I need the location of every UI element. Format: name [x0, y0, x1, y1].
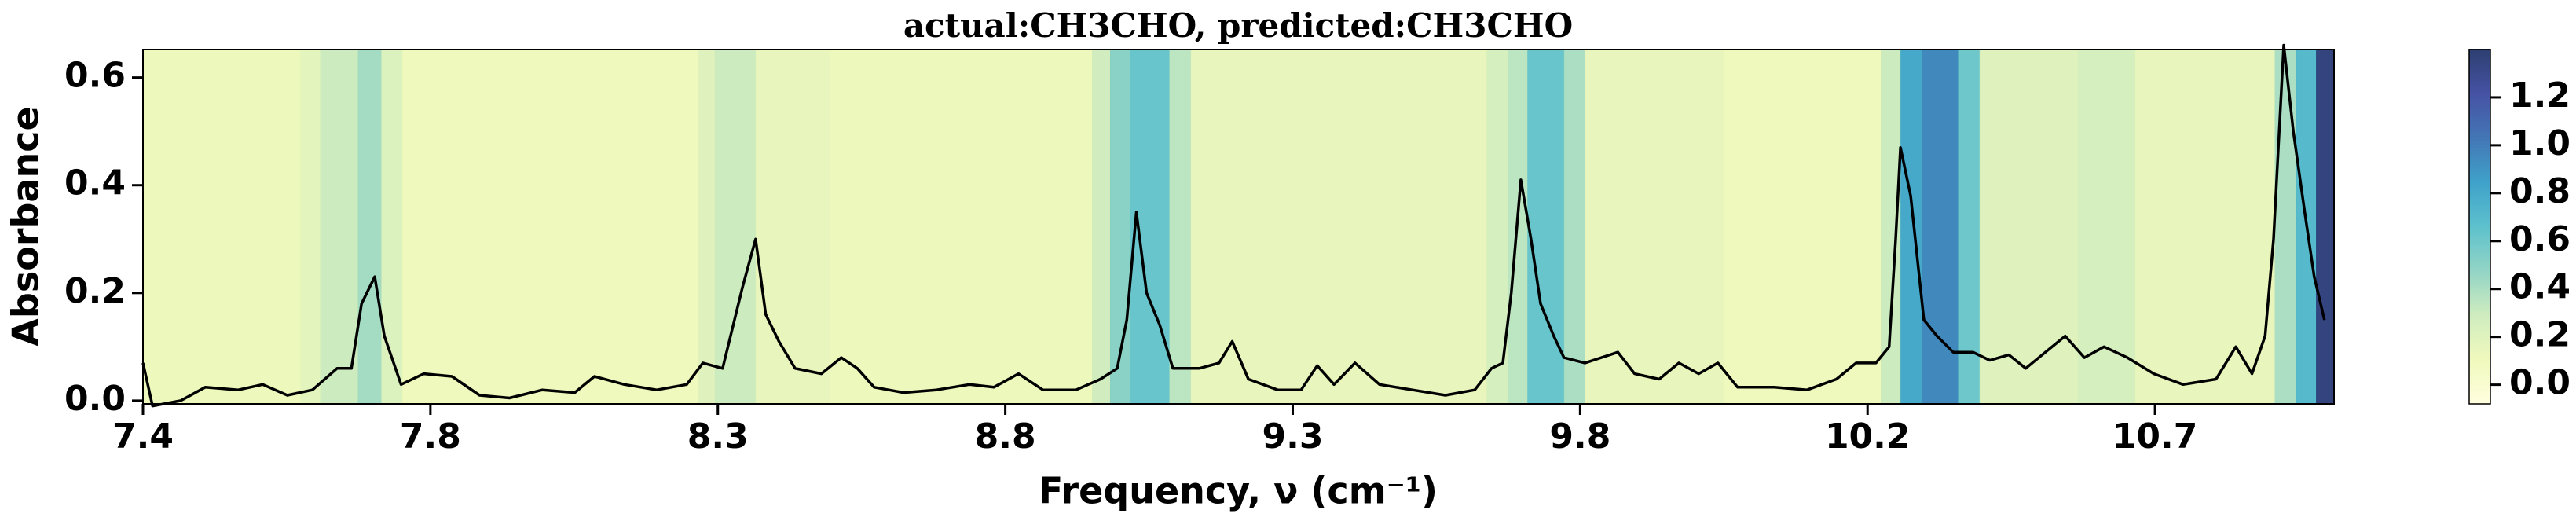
x-tick-label: 7.4: [112, 416, 174, 456]
heat-band: [1958, 50, 1981, 404]
heat-band: [2077, 50, 2136, 404]
x-tick-label: 9.8: [1549, 416, 1610, 456]
heat-band: [357, 50, 382, 404]
x-axis-label: Frequency, ν (cm⁻¹): [1039, 470, 1438, 512]
heat-band: [300, 50, 321, 404]
heat-band: [320, 50, 359, 404]
heat-band: [1110, 50, 1130, 404]
heat-band: [714, 50, 757, 404]
colorbar: [2468, 49, 2491, 405]
heat-band: [381, 50, 403, 404]
heat-band: [2316, 50, 2335, 404]
y-tick-label: 0.2: [64, 271, 126, 311]
heat-band: [1900, 50, 1923, 404]
colorbar-tick-label: 0.2: [2509, 315, 2571, 355]
x-tick-label: 8.8: [975, 416, 1036, 456]
chart-title: actual:CH3CHO, predicted:CH3CHO: [903, 6, 1573, 45]
heat-band: [1190, 50, 1487, 404]
colorbar-tick-label: 0.8: [2509, 171, 2571, 211]
colorbar-tick-label: 0.4: [2509, 267, 2571, 307]
colorbar-tick-label: 1.0: [2509, 123, 2571, 163]
heat-band: [1880, 50, 1901, 404]
y-tick-label: 0.4: [64, 163, 126, 204]
x-tick-label: 7.8: [400, 416, 461, 456]
heat-band: [1130, 50, 1170, 404]
colorbar-tick-label: 1.2: [2509, 75, 2571, 116]
x-tick-label: 9.3: [1262, 416, 1324, 456]
heat-band: [1724, 50, 1882, 404]
heat-band: [2274, 50, 2297, 404]
x-tick-label: 10.2: [1825, 416, 1911, 456]
x-tick-label: 10.7: [2112, 416, 2198, 456]
y-tick-label: 0.6: [64, 56, 126, 96]
heat-band: [1922, 50, 1959, 404]
colorbar-tick-label: 0.0: [2509, 363, 2571, 403]
heat-band: [698, 50, 716, 404]
heat-band: [830, 50, 1093, 404]
heat-band: [1563, 50, 1585, 404]
heat-band: [143, 50, 301, 404]
plot-frame: [142, 49, 2335, 405]
y-axis-label: Absorbance: [5, 106, 47, 346]
heat-band: [755, 50, 830, 404]
heat-band: [1979, 50, 2079, 404]
heat-band: [1585, 50, 1725, 404]
colorbar-tick-label: 0.6: [2509, 219, 2571, 259]
x-tick-label: 8.3: [687, 416, 749, 456]
heat-band: [2134, 50, 2276, 404]
heat-band: [402, 50, 699, 404]
y-tick-label: 0.0: [64, 379, 126, 419]
spectrum-line: [141, 43, 2326, 408]
heat-band: [1092, 50, 1111, 404]
heat-band: [1527, 50, 1565, 404]
heat-band: [1169, 50, 1192, 404]
